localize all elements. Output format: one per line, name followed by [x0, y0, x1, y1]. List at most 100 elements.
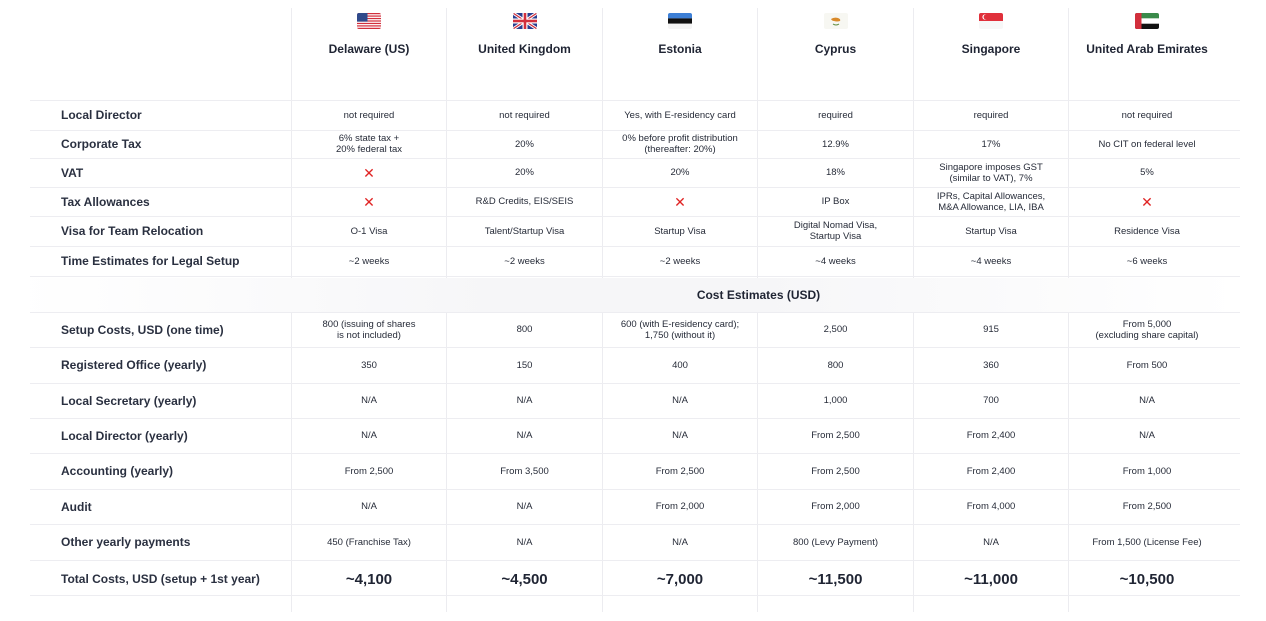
cell-value: From 2,400	[966, 465, 1016, 477]
country-name: Delaware (US)	[328, 42, 410, 56]
table-cell: From 2,500	[292, 453, 446, 489]
total-value: ~10,500	[1119, 570, 1175, 588]
cell-value: N/A	[1139, 395, 1155, 406]
section-band	[15, 278, 1240, 312]
us-flag-icon	[357, 13, 381, 29]
cyprus-flag-icon	[823, 13, 848, 29]
table-cell: O-1 Visa	[292, 216, 446, 246]
row-label: VAT	[61, 165, 84, 180]
table-cell: From 2,500	[603, 453, 757, 489]
table-cell: 600 (with E-residency card); 1,750 (witho…	[603, 312, 757, 347]
table-cell: required	[758, 100, 913, 130]
cell-value: From 2,500	[811, 430, 860, 441]
table-cell: From 4,000	[914, 489, 1068, 524]
cell-value: O-1 Visa	[350, 225, 388, 237]
cell-value: 12.9%	[822, 138, 849, 150]
cell-value: 915	[983, 324, 999, 335]
table-cell: N/A	[1069, 383, 1225, 418]
cell-value: R&D Credits, EIS/SEIS	[475, 196, 574, 207]
country-header-cyprus: Cyprus	[758, 0, 913, 100]
cell-value: not required	[499, 109, 550, 121]
total-value: ~11,500	[808, 570, 863, 588]
uk-flag-icon	[512, 13, 537, 29]
table-cell: 800	[447, 312, 602, 347]
cross-icon: ✕	[1141, 193, 1153, 210]
row-divider	[30, 383, 1240, 384]
table-cell: not required	[292, 100, 446, 130]
country-name: United Arab Emirates	[1086, 42, 1208, 56]
cell-value: 2,500	[823, 324, 848, 335]
cell-value: From 5,000 (excluding share capital)	[1095, 318, 1199, 341]
row-divider	[30, 216, 1240, 217]
cell-value: 1,000	[823, 395, 848, 406]
row-label: Accounting (yearly)	[61, 464, 174, 478]
table-cell: 800 (Levy Payment)	[758, 524, 913, 560]
table-cell: From 2,500	[758, 453, 913, 489]
table-cell: N/A	[914, 524, 1068, 560]
table-cell: From 3,500	[447, 453, 602, 489]
table-cell: ~11,000	[914, 560, 1068, 598]
cell-value: N/A	[1139, 430, 1155, 441]
row-divider	[30, 312, 1240, 313]
table-cell: N/A	[447, 418, 602, 453]
cell-value: N/A	[361, 395, 377, 406]
table-cell: N/A	[447, 489, 602, 524]
table-cell: ~2 weeks	[447, 246, 602, 276]
cell-value: 20%	[514, 138, 534, 150]
table-cell: required	[914, 100, 1068, 130]
cell-value: Talent/Startup Visa	[484, 225, 565, 237]
cell-value: ~4 weeks	[970, 255, 1012, 267]
table-cell: Digital Nomad Visa, Startup Visa	[758, 216, 913, 246]
country-name: Singapore	[961, 42, 1021, 56]
country-name: Cyprus	[814, 42, 857, 56]
table-cell: ~4 weeks	[758, 246, 913, 276]
table-cell: From 2,500	[1069, 489, 1225, 524]
row-label: Local Secretary (yearly)	[61, 393, 197, 408]
table-cell: ~6 weeks	[1069, 246, 1225, 276]
cell-value: N/A	[516, 395, 533, 406]
cell-value: N/A	[672, 536, 688, 548]
table-cell: ~4,100	[292, 560, 446, 598]
table-cell: Startup Visa	[914, 216, 1068, 246]
total-value: ~4,100	[345, 570, 393, 588]
cell-value: 600 (with E-residency card); 1,750 (witho…	[620, 318, 740, 341]
country-header-uae: United Arab Emirates	[1069, 0, 1225, 100]
row-divider	[30, 246, 1240, 247]
table-cell: 360	[914, 347, 1068, 383]
table-cell: 800 (issuing of shares is not included)	[292, 312, 446, 347]
cell-value: 17%	[981, 138, 1001, 150]
cell-value: From 2,400	[966, 430, 1016, 441]
cell-value: not required	[343, 109, 395, 121]
row-divider	[30, 453, 1240, 454]
row-divider	[30, 524, 1240, 525]
cell-value: 360	[983, 359, 999, 371]
table-cell: 915	[914, 312, 1068, 347]
table-cell: Startup Visa	[603, 216, 757, 246]
table-cell: ~11,500	[758, 560, 913, 598]
cell-value: 20%	[670, 167, 690, 178]
cell-value: ~2 weeks	[348, 255, 390, 267]
table-cell: From 2,000	[758, 489, 913, 524]
table-cell: ~2 weeks	[292, 246, 446, 276]
table-cell: 700	[914, 383, 1068, 418]
table-cell: From 2,400	[914, 453, 1068, 489]
row-label: Total Costs, USD (setup + 1st year)	[61, 572, 260, 586]
cell-value: Startup Visa	[654, 225, 706, 237]
table-cell: Talent/Startup Visa	[447, 216, 602, 246]
cross-icon: ✕	[674, 193, 686, 210]
table-cell: R&D Credits, EIS/SEIS	[447, 187, 602, 216]
table-cell: ~7,000	[603, 560, 757, 598]
country-name: Estonia	[658, 42, 702, 56]
uae-flag-icon	[1135, 13, 1159, 29]
cell-value: No CIT on federal level	[1098, 138, 1196, 150]
table-cell: 150	[447, 347, 602, 383]
table-cell: Residence Visa	[1069, 216, 1225, 246]
row-divider	[30, 187, 1240, 188]
table-cell: N/A	[603, 418, 757, 453]
cell-value: From 1,000	[1122, 465, 1172, 477]
table-cell: ~2 weeks	[603, 246, 757, 276]
cell-value: 400	[672, 359, 688, 371]
cell-value: N/A	[361, 501, 377, 512]
table-cell: IP Box	[758, 187, 913, 216]
cell-value: N/A	[983, 536, 999, 548]
